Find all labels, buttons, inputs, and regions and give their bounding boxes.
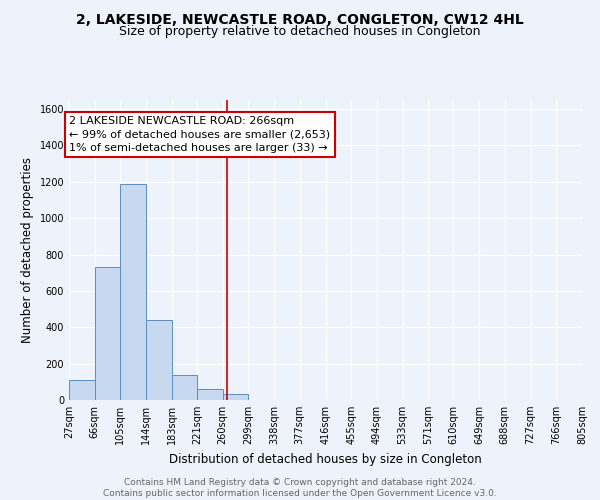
Y-axis label: Number of detached properties: Number of detached properties	[21, 157, 34, 343]
Bar	[69, 380, 95, 400]
X-axis label: Distribution of detached houses by size in Congleton: Distribution of detached houses by size …	[169, 452, 482, 466]
Bar	[197, 389, 223, 400]
Text: 2 LAKESIDE NEWCASTLE ROAD: 266sqm
← 99% of detached houses are smaller (2,653)
1: 2 LAKESIDE NEWCASTLE ROAD: 266sqm ← 99% …	[69, 116, 330, 153]
Text: Contains HM Land Registry data © Crown copyright and database right 2024.
Contai: Contains HM Land Registry data © Crown c…	[103, 478, 497, 498]
Text: 2, LAKESIDE, NEWCASTLE ROAD, CONGLETON, CW12 4HL: 2, LAKESIDE, NEWCASTLE ROAD, CONGLETON, …	[76, 12, 524, 26]
Bar	[223, 394, 248, 400]
Bar	[95, 268, 121, 400]
Bar	[172, 374, 197, 400]
Bar	[146, 320, 172, 400]
Text: Size of property relative to detached houses in Congleton: Size of property relative to detached ho…	[119, 25, 481, 38]
Bar	[121, 184, 146, 400]
